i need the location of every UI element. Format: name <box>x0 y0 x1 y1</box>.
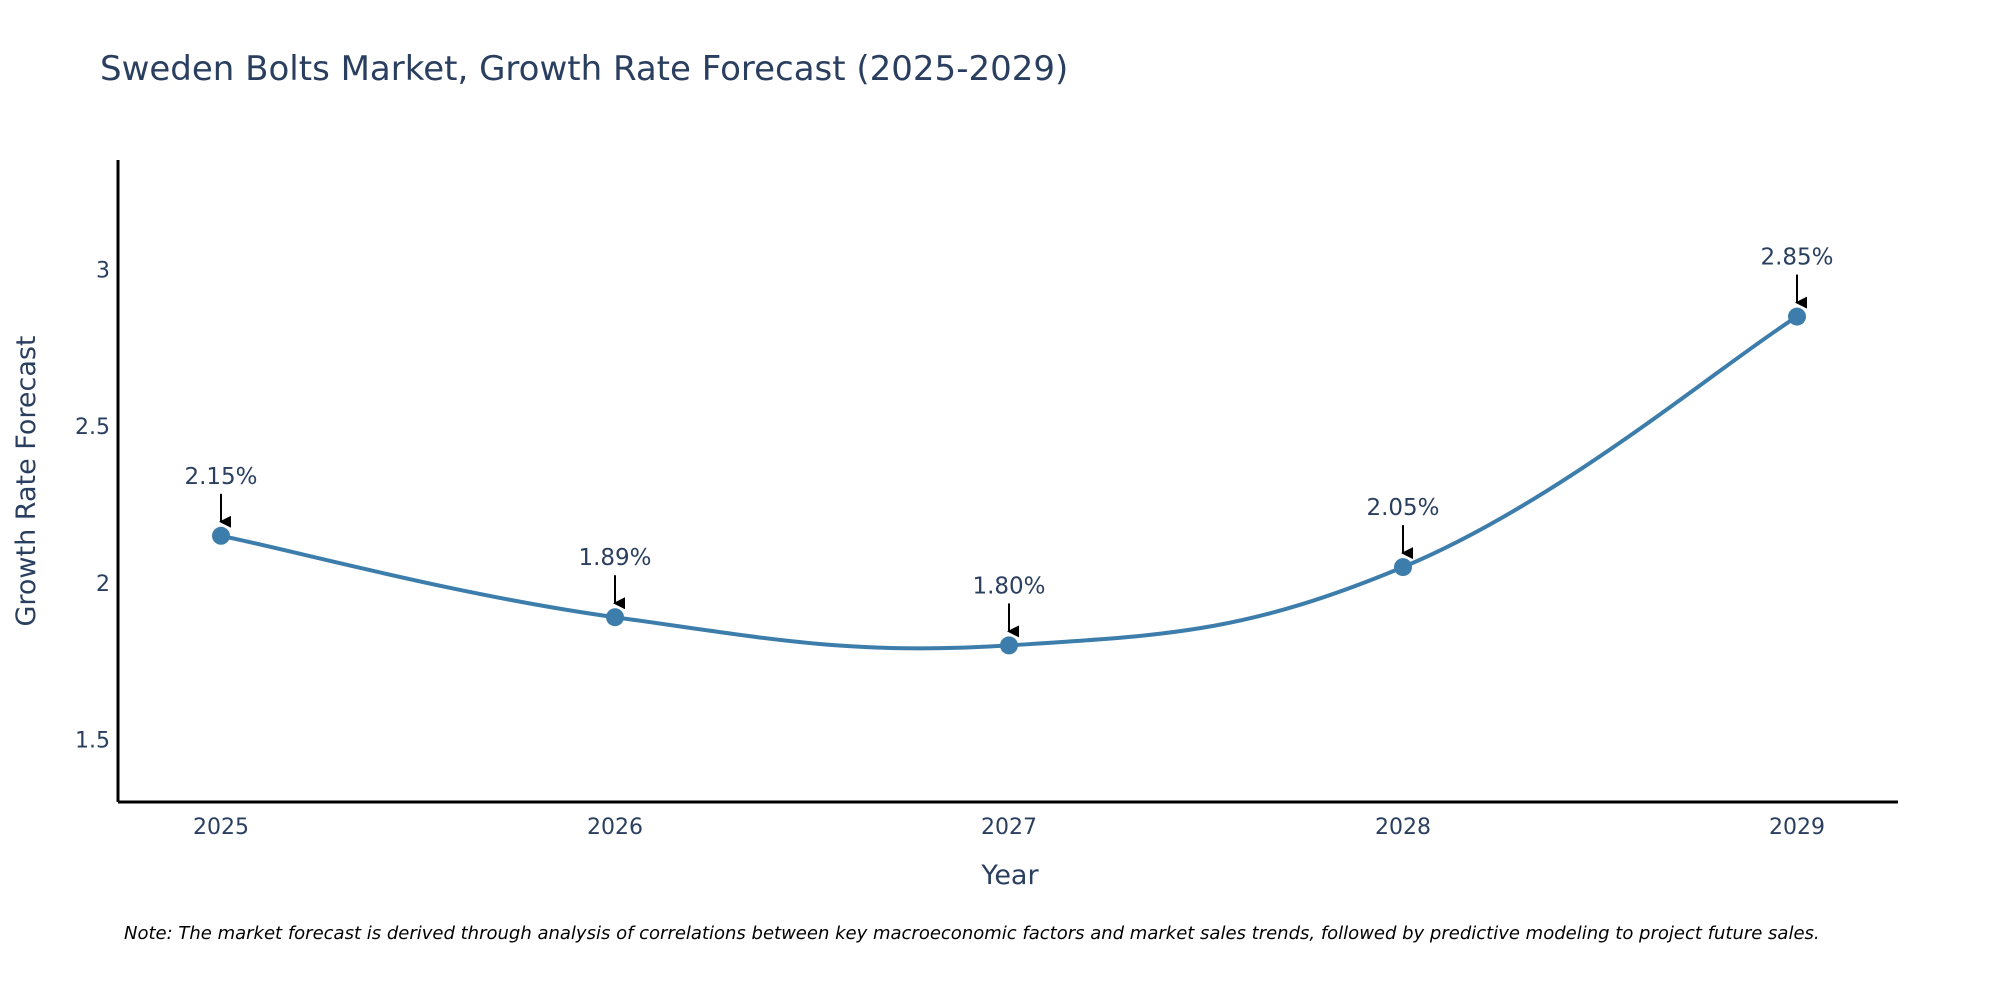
chart-title: Sweden Bolts Market, Growth Rate Forecas… <box>100 49 1068 89</box>
x-axis: 2025 2026 2027 2028 2029 <box>118 800 1898 840</box>
y-tick-label: 2.5 <box>75 415 110 440</box>
data-point <box>1394 558 1412 577</box>
annotation-group: 2.15% 1.89% 1.80% 2.05% 2.85% <box>184 245 1834 638</box>
x-tick-label: 2027 <box>981 815 1037 840</box>
x-tick-label: 2029 <box>1769 815 1825 840</box>
y-axis: 1.5 2 2.5 3 <box>75 160 120 802</box>
chart-note: Note: The market forecast is derived thr… <box>124 923 1820 944</box>
data-label: 2.85% <box>1760 245 1833 271</box>
x-tick-group: 2025 2026 2027 2028 2029 <box>193 815 1825 840</box>
data-point <box>1788 307 1806 326</box>
data-label: 2.05% <box>1366 495 1439 521</box>
y-tick-label: 1.5 <box>75 728 110 753</box>
x-axis-title: Year <box>980 860 1039 891</box>
y-axis-title: Growth Rate Forecast <box>11 335 42 626</box>
series-group <box>212 307 1806 655</box>
data-point <box>212 526 230 545</box>
data-point <box>606 608 624 627</box>
x-tick-label: 2025 <box>193 815 249 840</box>
y-tick-label: 2 <box>96 572 110 597</box>
data-label: 2.15% <box>184 464 257 490</box>
data-label: 1.80% <box>972 573 1045 599</box>
x-tick-label: 2026 <box>587 815 643 840</box>
y-tick-label: 3 <box>96 259 110 284</box>
data-point <box>1000 636 1018 655</box>
x-tick-label: 2028 <box>1375 815 1431 840</box>
data-label: 1.89% <box>578 545 651 571</box>
y-tick-group: 1.5 2 2.5 3 <box>75 259 110 754</box>
